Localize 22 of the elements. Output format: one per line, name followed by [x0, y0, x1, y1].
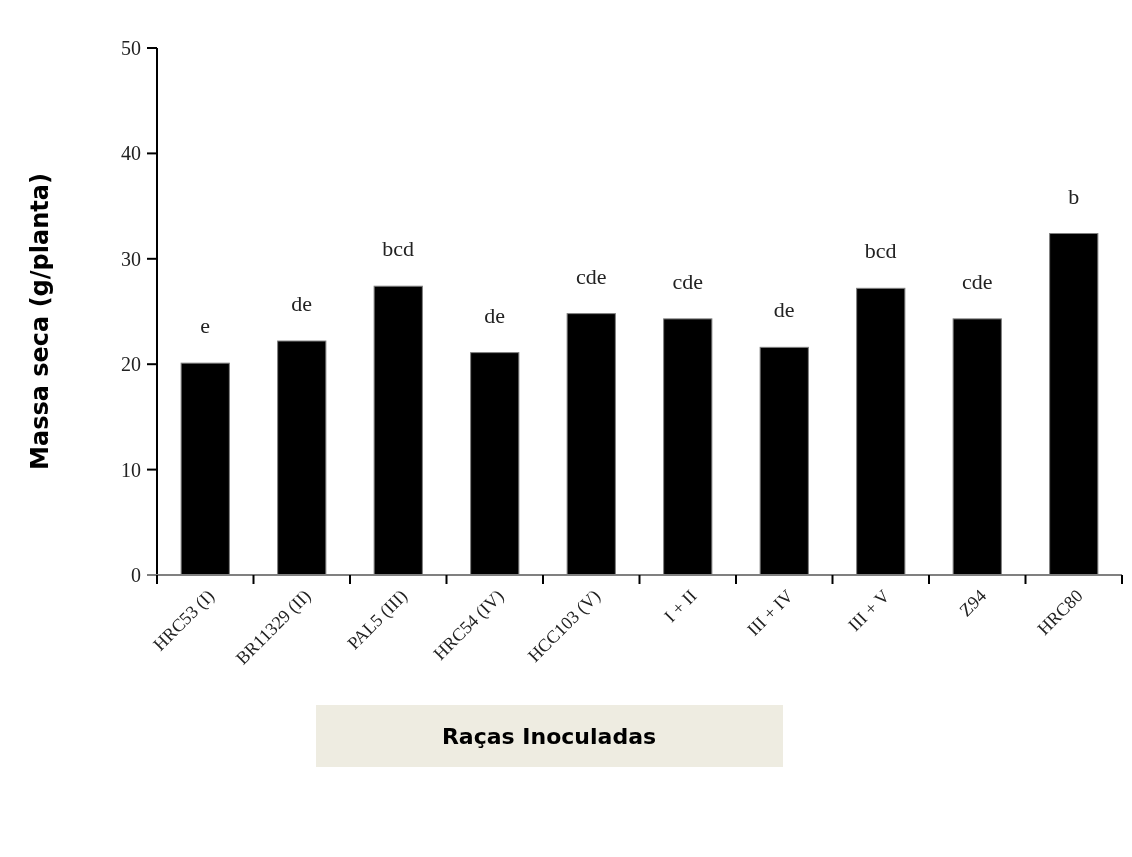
annotation: de	[773, 297, 795, 323]
x-axis-title: Raças Inoculadas	[441, 724, 657, 749]
y-tick-label: 10	[121, 458, 141, 481]
x-tick-label: Z94	[955, 585, 991, 621]
y-tick-label: 50	[121, 37, 141, 59]
annotation: de	[484, 302, 506, 328]
annotation: e	[200, 313, 211, 339]
y-tick-label: 0	[131, 564, 141, 586]
x-tick-label: III + IV	[743, 585, 798, 640]
y-tick-label: 30	[121, 247, 141, 270]
annotation: cde	[575, 263, 607, 289]
annotation: bcd	[382, 236, 415, 262]
y-tick-label: 40	[121, 142, 141, 165]
annotation: cde	[672, 268, 704, 294]
y-axis-title: Massa seca (g/planta)	[26, 173, 54, 470]
annotation: cde	[961, 268, 993, 294]
annotation: de	[291, 291, 313, 317]
annotation: b	[1068, 183, 1080, 209]
annotation: bcd	[864, 238, 897, 264]
y-tick-label: 20	[121, 353, 141, 376]
x-tick-label: I + II	[660, 585, 701, 627]
x-tick-label: III + V	[844, 585, 894, 636]
